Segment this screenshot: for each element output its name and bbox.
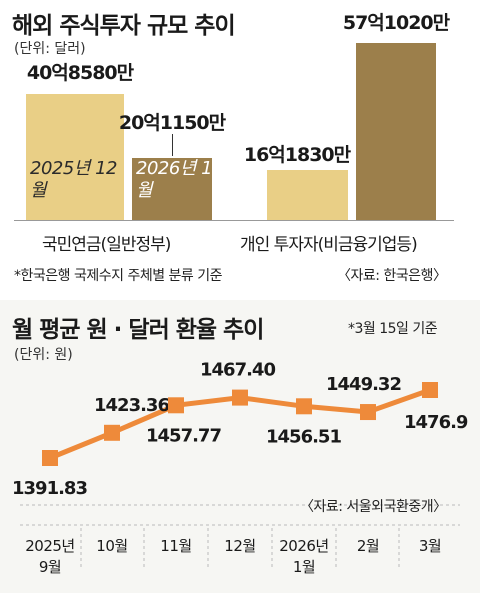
top-bar-value-label-1-0: 16억1830만 — [243, 144, 351, 166]
bottom-chart-basis: *3월 15일 기준 — [348, 321, 438, 337]
line-chart: 1391.83 1423.36 1457.77 1467.40 1456.51 1449.… — [12, 360, 469, 576]
top-chart-unit: (단위: 달러) — [14, 41, 86, 57]
top-category-label-0: 국민연금(일반정부) — [42, 235, 171, 255]
line-point-6 — [422, 382, 438, 398]
line-point-2 — [168, 397, 184, 414]
line-value-label-5: 1449.32 — [326, 374, 401, 395]
x-tick-label-3: 12월 — [224, 537, 255, 555]
x-tick-label-2: 11월 — [160, 537, 191, 555]
line-value-label-2: 1457.77 — [146, 425, 221, 446]
line-point-3 — [232, 389, 248, 406]
top-chart-title: 해외 주식투자 규모 추이 — [12, 13, 236, 39]
top-chart-note: *한국은행 국제수지 주체별 분류 기준 — [14, 268, 223, 284]
top-bar-0-0 — [26, 94, 124, 220]
line-value-label-0: 1391.83 — [12, 478, 87, 499]
line-point-4 — [296, 398, 312, 415]
top-bar-value-label-0-0: 40억8580만 — [26, 62, 134, 84]
line-value-label-4: 1456.51 — [266, 426, 341, 447]
top-label-connector — [172, 134, 173, 156]
line-value-label-3: 1467.40 — [200, 360, 275, 381]
top-bar-value-label-1-1: 57억1020만 — [342, 12, 450, 34]
bottom-chart-panel: 월 평균 원 · 달러 환율 추이 *3월 15일 기준 (단위: 원) 139… — [0, 300, 480, 593]
x-tick-label-0: 2025년 9월 — [25, 537, 74, 576]
top-bar-1-0 — [267, 169, 348, 220]
top-legend-in-bar-1: 2026년 1월 — [136, 158, 213, 201]
line-point-5 — [360, 404, 376, 421]
x-tick-label-1: 10월 — [96, 537, 127, 555]
top-bar-value-label-0-1: 20억1150만 — [118, 112, 226, 134]
top-bar-chart: 40억8580만 20억1150만 16억1830만 57억1020만 2025년 12… — [0, 0, 480, 260]
bottom-chart-title: 월 평균 원 · 달러 환율 추이 — [12, 317, 264, 343]
top-chart-source: 〈자료: 한국은행〉 — [337, 268, 447, 284]
line-value-label-1: 1423.36 — [94, 395, 169, 416]
line-point-0 — [42, 450, 58, 466]
line-point-1 — [104, 424, 120, 441]
top-bar-0-1 — [132, 157, 212, 220]
x-tick-label-4: 2026년 1월 — [279, 537, 328, 576]
bottom-chart-unit: (단위: 원) — [14, 347, 73, 363]
top-chart-panel: 해외 주식투자 규모 추이 (단위: 달러) 40억8580만 20억1150만 1… — [0, 0, 480, 284]
top-baseline — [14, 220, 454, 221]
top-bar-1-1 — [356, 43, 436, 220]
line-value-label-6: 1476.9 — [404, 412, 468, 433]
top-legend-in-bar-0: 2025년 12월 — [30, 158, 118, 201]
bottom-chart-source: 〈자료: 서울외국환중개〉 — [300, 499, 447, 515]
x-tick-label-5: 2월 — [357, 537, 379, 555]
top-category-label-1: 개인 투자자(비금융기업등) — [240, 235, 418, 255]
x-tick-label-6: 3월 — [419, 537, 441, 555]
